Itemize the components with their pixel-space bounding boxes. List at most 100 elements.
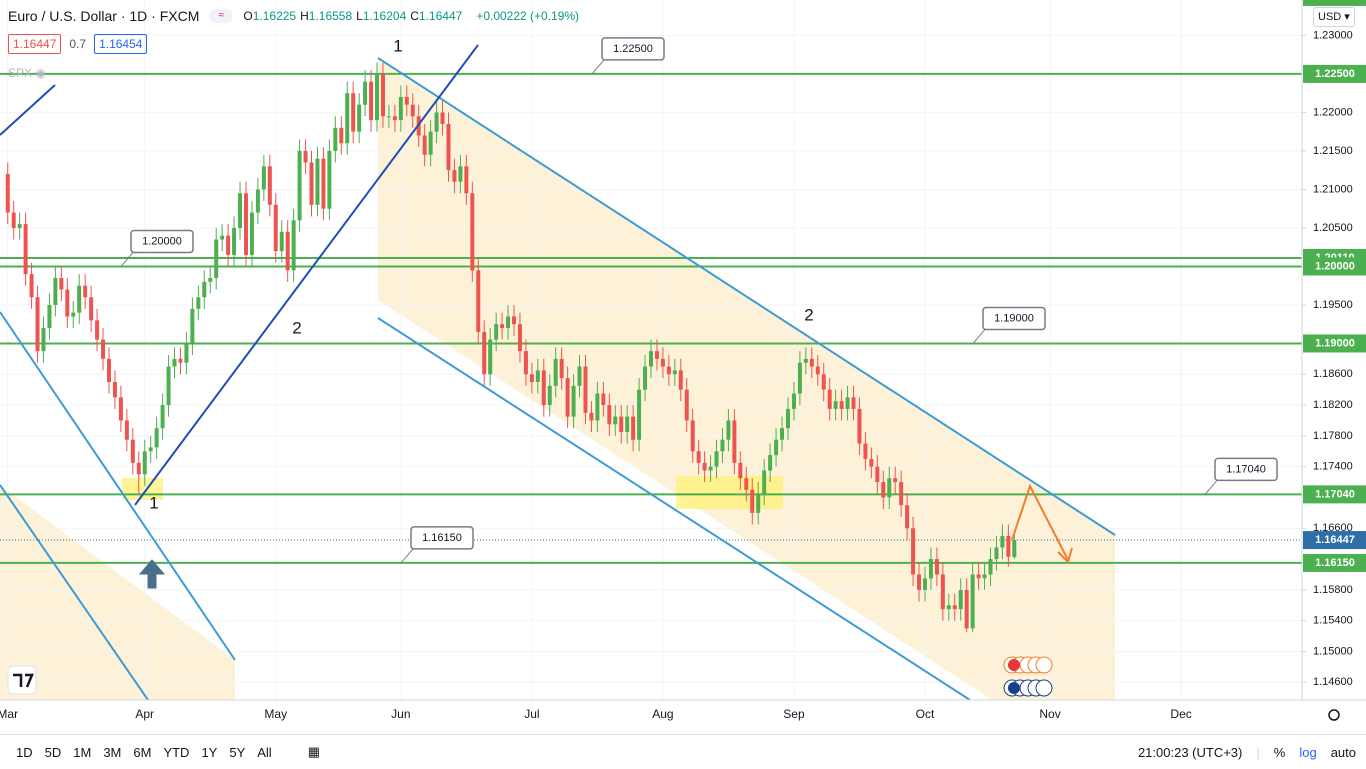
wave-label: 2 bbox=[292, 318, 301, 337]
candle-body bbox=[571, 385, 576, 417]
candle-body bbox=[35, 297, 40, 352]
candle-body bbox=[208, 277, 213, 282]
candle-body bbox=[369, 81, 374, 121]
auto-toggle[interactable]: auto bbox=[1330, 744, 1356, 760]
candle-body bbox=[964, 589, 969, 629]
indicator: SPX ◉ bbox=[8, 66, 46, 80]
candle-body bbox=[476, 270, 481, 332]
settings-icon[interactable] bbox=[1328, 709, 1340, 721]
candle-body bbox=[422, 135, 427, 155]
callout-label: 1.19000 bbox=[994, 312, 1034, 324]
candle-body bbox=[410, 104, 415, 117]
trend-line bbox=[0, 84, 56, 136]
candle-body bbox=[95, 320, 100, 340]
candle-body bbox=[65, 289, 70, 317]
candle-body bbox=[887, 478, 892, 498]
candle-body bbox=[732, 420, 737, 463]
candle-body bbox=[339, 127, 344, 144]
candle-body bbox=[976, 574, 981, 579]
ask[interactable]: 1.16454 bbox=[94, 34, 148, 54]
ohlc-value: 1.16204 bbox=[362, 9, 407, 23]
candle-body bbox=[672, 370, 677, 375]
up-arrow bbox=[138, 559, 166, 589]
channel-line bbox=[377, 57, 1116, 536]
channel-fill bbox=[0, 485, 235, 700]
last-price-label: 1.16447 bbox=[1315, 534, 1355, 546]
candle-body bbox=[243, 193, 248, 255]
log-toggle[interactable]: log bbox=[1299, 744, 1317, 760]
candle-body bbox=[142, 451, 147, 475]
range-button[interactable]: 5D bbox=[44, 744, 62, 760]
range-button[interactable]: 5Y bbox=[229, 744, 246, 760]
candle-body bbox=[756, 493, 761, 513]
candle-body bbox=[309, 162, 314, 205]
candle-body bbox=[1012, 540, 1017, 558]
candle-body bbox=[77, 285, 82, 313]
candle-body bbox=[488, 339, 493, 375]
candle-body bbox=[744, 478, 749, 490]
y-tick-label: 1.15000 bbox=[1313, 645, 1353, 657]
candle-body bbox=[970, 574, 975, 629]
candle-body bbox=[595, 393, 600, 421]
axes: 1.23000 1.22000 1.21500 1.21000 1.20500 1.195… bbox=[0, 0, 1366, 721]
candle-body bbox=[23, 224, 28, 275]
candle-body bbox=[178, 358, 183, 363]
currency-select[interactable]: USD ▾ bbox=[1313, 7, 1355, 27]
callout-box bbox=[982, 306, 1046, 331]
candle-body bbox=[905, 505, 910, 529]
candle-body bbox=[893, 478, 898, 483]
candle-body bbox=[404, 97, 409, 105]
header: Euro / U.S. Dollar · 1D · FXCM ≈ O1.1622… bbox=[8, 8, 579, 24]
candle-body bbox=[267, 166, 272, 205]
candle-body bbox=[124, 420, 129, 440]
candle-body bbox=[398, 97, 403, 121]
level-label-box bbox=[1303, 553, 1366, 572]
range-button[interactable]: 1M bbox=[73, 744, 92, 760]
candle-body bbox=[952, 605, 957, 610]
candle-body bbox=[494, 324, 499, 340]
candle-body bbox=[380, 73, 385, 117]
range-button[interactable]: 1Y bbox=[201, 744, 218, 760]
callout-box bbox=[601, 37, 665, 61]
ohlc-label: H bbox=[300, 9, 309, 23]
candle-body bbox=[5, 174, 10, 213]
bid[interactable]: 1.16447 bbox=[8, 34, 62, 54]
range-button[interactable]: 1D bbox=[16, 744, 33, 760]
ohlc-value: 1.16447 bbox=[418, 9, 463, 23]
candle-body bbox=[333, 127, 338, 151]
candle-body bbox=[619, 416, 624, 433]
candle-body bbox=[911, 528, 916, 575]
candle-body bbox=[845, 397, 850, 409]
callout-box bbox=[410, 526, 474, 550]
candle-body bbox=[917, 574, 922, 590]
candle-body bbox=[988, 559, 993, 575]
candle-body bbox=[345, 93, 350, 144]
candle-body bbox=[982, 574, 987, 579]
candle-body bbox=[803, 358, 808, 363]
candle-body bbox=[649, 351, 653, 367]
calendar-icon[interactable]: ▦ bbox=[307, 744, 320, 759]
x-tick-label: Apr bbox=[135, 707, 154, 721]
range-button[interactable]: 6M bbox=[133, 744, 152, 760]
ohlc-label: O bbox=[243, 9, 253, 23]
range-button[interactable]: All bbox=[257, 744, 272, 760]
percent-toggle[interactable]: % bbox=[1273, 744, 1286, 760]
candle-body bbox=[249, 212, 254, 255]
candles bbox=[5, 62, 1017, 633]
candle-body bbox=[279, 231, 284, 252]
level-label-box bbox=[1303, 257, 1366, 276]
candle-body bbox=[130, 439, 135, 463]
y-tick-label: 1.14600 bbox=[1313, 676, 1353, 688]
candle-body bbox=[940, 574, 945, 610]
candle-body bbox=[613, 416, 618, 425]
candle-body bbox=[780, 428, 785, 440]
x-tick-label: Aug bbox=[652, 707, 673, 721]
range-button[interactable]: YTD bbox=[163, 744, 190, 760]
y-tick-label: 1.17800 bbox=[1313, 430, 1353, 442]
ohlc: O1.16225 H1.16558 L1.16204 C1.16447 bbox=[243, 9, 466, 23]
candle-body bbox=[190, 308, 195, 344]
candle-body bbox=[458, 166, 463, 182]
range-button[interactable]: 3M bbox=[103, 744, 122, 760]
candle-body bbox=[47, 304, 52, 329]
candle-body bbox=[512, 316, 517, 325]
